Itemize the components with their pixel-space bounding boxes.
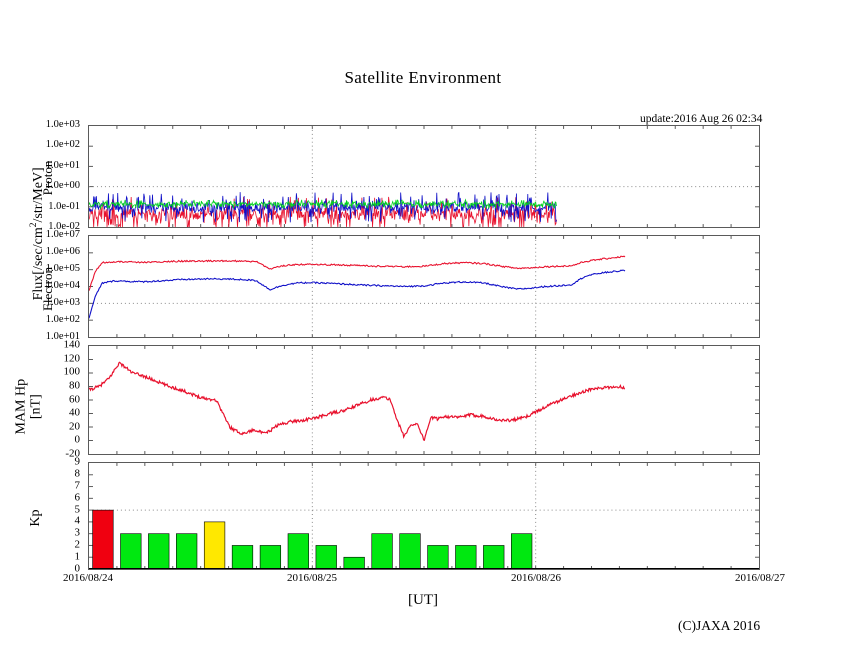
ytick-mam-6: 20 (69, 420, 80, 433)
ytick-kp-4: 5 (74, 503, 81, 516)
ytick-proton-5: 1.0e-02 (48, 220, 80, 232)
kp-bar-14 (483, 545, 505, 569)
ytick-kp-9: 0 (74, 562, 81, 575)
ytick-electron-5: 1.0e+02 (45, 313, 80, 325)
kp-bar-5 (231, 545, 254, 569)
mam-hp-panel (88, 345, 760, 455)
panel3-ytick-labels: 140 120 100 80 60 40 20 0 -20 (0, 339, 84, 459)
ytick-electron-3: 1.0e+04 (45, 279, 80, 291)
ytick-kp-8: 1 (74, 550, 81, 563)
xtick-2: 2016/08/26 (510, 572, 562, 584)
ytick-kp-6: 3 (74, 526, 81, 539)
ytick-proton-1: 1.0e+02 (45, 139, 80, 151)
ytick-mam-8: -20 (65, 447, 80, 460)
ytick-proton-3: 1.0e+00 (45, 179, 80, 191)
ytick-kp-5: 4 (74, 514, 81, 527)
kp-bar-3 (176, 533, 198, 569)
ytick-kp-1: 8 (74, 467, 81, 480)
ytick-mam-0: 140 (63, 338, 81, 351)
ytick-proton-0: 1.0e+03 (45, 118, 80, 130)
kp-bar-12 (427, 545, 449, 569)
ytick-mam-7: 0 (74, 433, 81, 446)
x-axis-tick-labels: 2016/08/24 2016/08/25 2016/08/26 2016/08/27 (0, 572, 846, 588)
ytick-electron-4: 1.0e+03 (45, 296, 80, 308)
ytick-proton-4: 1.0e-01 (48, 200, 80, 212)
xtick-0: 2016/08/24 (62, 572, 114, 584)
kp-bar-8 (315, 545, 337, 569)
electron-flux-panel (88, 235, 760, 338)
ytick-electron-0: 1.0e+07 (45, 228, 80, 240)
kp-bar-1 (120, 533, 142, 569)
kp-panel (88, 462, 760, 570)
ytick-electron-2: 1.0e+05 (45, 262, 80, 274)
copyright-notice: (C)JAXA 2016 (678, 618, 761, 633)
ytick-mam-4: 60 (69, 393, 80, 405)
kp-bar-11 (399, 533, 421, 569)
page-title: Satellite Environment (344, 68, 502, 87)
ytick-proton-2: 1.0e+01 (45, 159, 80, 171)
ytick-electron-6: 1.0e+01 (45, 330, 80, 342)
kp-bar-0 (92, 509, 114, 569)
kp-bar-13 (455, 545, 477, 569)
ytick-electron-1: 1.0e+06 (45, 245, 80, 257)
ytick-mam-1: 120 (63, 352, 81, 365)
ytick-kp-7: 2 (74, 538, 81, 551)
xtick-1: 2016/08/25 (286, 572, 338, 584)
ytick-mam-5: 40 (69, 406, 80, 419)
ytick-kp-0: 9 (74, 455, 81, 468)
kp-bar-6 (259, 545, 282, 569)
xtick-3: 2016/08/27 (734, 572, 786, 584)
update-timestamp: update:2016 Aug 26 02:34 (640, 113, 763, 125)
x-axis-label: [UT] (408, 592, 438, 608)
kp-bar-7 (287, 533, 309, 569)
kp-bar-15 (511, 533, 533, 569)
kp-bar-9 (343, 556, 365, 569)
kp-bar-2 (148, 533, 170, 569)
ytick-kp-2: 7 (74, 479, 81, 492)
kp-bar-4 (203, 521, 226, 569)
ytick-kp-3: 6 (74, 491, 81, 504)
ytick-mam-3: 80 (69, 379, 80, 392)
panel2-ytick-labels: 1.0e+07 1.0e+06 1.0e+05 1.0e+04 1.0e+03 1.0e+… (0, 229, 84, 341)
kp-bar-10 (371, 533, 393, 569)
proton-flux-panel (88, 125, 760, 228)
panel1-ytick-labels: 1.0e+03 1.0e+02 1.0e+01 1.0e+00 1.0e-01 1.0e-… (0, 119, 84, 231)
ytick-mam-2: 100 (63, 365, 81, 378)
